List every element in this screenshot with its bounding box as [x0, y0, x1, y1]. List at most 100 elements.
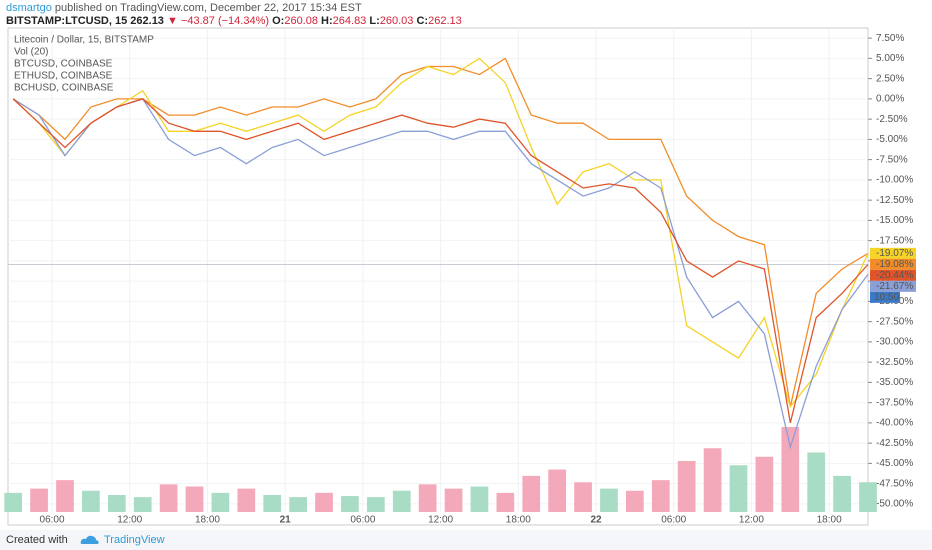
ohlc-value: 264.83: [332, 15, 367, 27]
ohlc-value: 260.08: [284, 15, 318, 27]
x-tick-label: 06:00: [661, 515, 686, 526]
y-tick-label: 2.50%: [876, 73, 904, 84]
y-tick-label: -47.50%: [876, 478, 913, 489]
x-tick-label: 18:00: [195, 515, 220, 526]
plot-frame: [7, 27, 869, 526]
volume-bar: [56, 480, 74, 512]
y-tick-label: -35.00%: [876, 377, 913, 388]
change: −43.87 (−14.34%): [180, 15, 270, 27]
volume-bar: [159, 484, 178, 512]
y-tick-label: -37.50%: [876, 397, 913, 408]
volume-bar: [237, 488, 256, 512]
ohlc-h: H:264.83: [321, 15, 366, 27]
x-tick-label: 06:00: [350, 515, 375, 526]
volume-bar: [392, 490, 411, 512]
time-label: 10:50: [874, 292, 899, 303]
series-line: [12, 98, 869, 450]
volume-bar: [807, 452, 826, 512]
legend-entry: Vol (20): [14, 47, 48, 58]
y-tick-label: -50.00%: [876, 499, 913, 510]
legend-entry: Litecoin / Dollar, 15, BITSTAMP: [14, 35, 154, 46]
y-tick-label: -15.00%: [876, 215, 913, 226]
header: dsmartgo published on TradingView.com, D…: [6, 2, 462, 28]
logo: [80, 535, 99, 544]
ohlc-key: H:: [321, 15, 333, 27]
y-tick-label: -42.50%: [876, 438, 913, 449]
ohlc-o: O:260.08: [272, 15, 318, 27]
volume-bar: [185, 486, 204, 512]
y-tick-label: -12.50%: [876, 195, 913, 206]
volume-bar: [82, 490, 100, 512]
last-value-label: -21.67%10:50: [870, 280, 916, 303]
label-box: [870, 258, 916, 270]
ohlc-c: C:262.13: [416, 15, 461, 27]
volume-bar: [522, 475, 541, 512]
ohlc-value: 260.03: [379, 15, 414, 27]
volume-bar: [4, 492, 23, 512]
price: 262.13: [130, 15, 164, 27]
volume-bar: [418, 484, 437, 512]
label-box: [870, 280, 916, 292]
volume-bar: [703, 448, 722, 512]
volume-bar: [315, 492, 333, 512]
symbol: BITSTAMP:LTCUSD, 15: [6, 15, 128, 27]
volume-bar: [366, 497, 385, 512]
label-box: [870, 269, 916, 281]
x-tick-label: 12:00: [117, 515, 142, 526]
last-value-label: -19.07%: [870, 247, 916, 259]
volume-bar: [470, 486, 489, 512]
y-tick-label: 0.00%: [876, 94, 904, 105]
ohlc-value: 262.13: [428, 15, 462, 27]
volume-bar: [626, 490, 644, 512]
series-line: [12, 98, 869, 424]
legend-entry: BCHUSD, COINBASE: [14, 83, 114, 94]
ohlc-key: L:: [369, 15, 380, 27]
label-text: -20.44%: [876, 270, 913, 281]
volume-bar: [781, 427, 800, 512]
label-text: -19.08%: [876, 259, 913, 270]
y-tick-label: -27.50%: [876, 316, 913, 327]
volume-bar: [496, 492, 515, 512]
x-tick-label: 06:00: [40, 515, 65, 526]
ohlc-key: C:: [416, 15, 429, 27]
volume-bar: [600, 488, 618, 512]
down-arrow: ▼: [167, 15, 178, 27]
y-tick-label: -10.00%: [876, 175, 913, 186]
y-tick-label: -5.00%: [876, 134, 908, 145]
legend-entry: BTCUSD, COINBASE: [14, 59, 113, 70]
y-tick-label: -17.50%: [876, 235, 913, 246]
brand: TradingView: [104, 534, 165, 546]
ohlc-key: O:: [272, 15, 285, 27]
y-tick-label: 5.00%: [876, 53, 904, 64]
volume-bar: [444, 488, 463, 512]
author: dsmartgo: [6, 2, 52, 14]
y-tick-label: 7.50%: [876, 33, 904, 44]
volume-bar: [263, 495, 282, 512]
y-tick-label: -32.50%: [876, 357, 913, 368]
symbol-line: BITSTAMP:LTCUSD, 15 262.13 ▼ −43.87 (−14…: [6, 15, 462, 28]
ohlc-l: L:260.03: [369, 15, 413, 27]
y-tick-label: -2.50%: [876, 114, 908, 125]
volume-bar: [211, 492, 230, 512]
created-with: Created with: [6, 534, 68, 546]
published: published on TradingView.com, December 2…: [54, 2, 362, 14]
y-tick-label: -40.00%: [876, 418, 913, 429]
label-text: -19.07%: [876, 248, 913, 259]
footer: Created with TradingView: [0, 530, 932, 550]
x-tick-label: 12:00: [428, 515, 453, 526]
volume-bar: [289, 497, 307, 512]
volume-bar: [548, 469, 567, 512]
y-tick-label: -30.00%: [876, 337, 913, 348]
volume-bar: [651, 480, 670, 512]
volume-bar: [677, 461, 696, 512]
label-box: [870, 247, 916, 259]
volume-bar: [30, 488, 48, 512]
x-tick-label: 21: [280, 515, 292, 526]
label-text: -21.67%: [876, 281, 913, 292]
last-value-label: -20.44%: [870, 269, 916, 281]
last-value-label: -19.08%: [870, 258, 916, 270]
chart: 7.50% 5.00% 2.50% 0.00% -2.50% -5.00% -7.50% -1…: [4, 27, 916, 526]
volume-bar: [107, 495, 126, 512]
x-tick-label: 18:00: [817, 515, 842, 526]
legend-entry: ETHUSD, COINBASE: [14, 71, 113, 82]
